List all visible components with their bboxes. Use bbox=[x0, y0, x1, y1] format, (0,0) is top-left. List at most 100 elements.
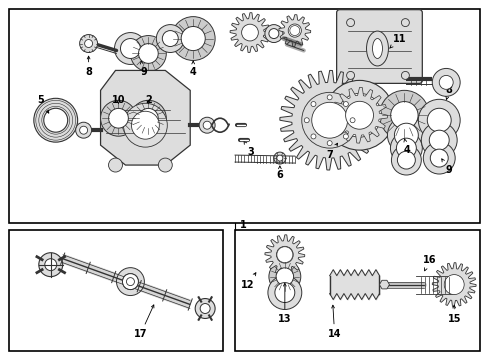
Circle shape bbox=[390, 102, 417, 129]
Text: 1: 1 bbox=[240, 220, 246, 230]
Circle shape bbox=[156, 24, 184, 53]
Text: 15: 15 bbox=[447, 305, 460, 324]
Circle shape bbox=[443, 275, 463, 294]
Circle shape bbox=[397, 151, 414, 169]
FancyBboxPatch shape bbox=[336, 10, 422, 84]
Circle shape bbox=[108, 108, 128, 128]
Circle shape bbox=[126, 278, 134, 285]
Circle shape bbox=[138, 108, 158, 128]
Circle shape bbox=[337, 93, 381, 137]
Polygon shape bbox=[331, 87, 386, 143]
Circle shape bbox=[181, 27, 205, 51]
Circle shape bbox=[123, 103, 167, 147]
Circle shape bbox=[343, 134, 347, 139]
Circle shape bbox=[304, 118, 308, 123]
Circle shape bbox=[39, 253, 62, 276]
Polygon shape bbox=[278, 15, 310, 46]
Circle shape bbox=[326, 95, 331, 100]
Bar bbox=[9, 9, 479, 223]
Circle shape bbox=[276, 268, 293, 285]
Text: 7: 7 bbox=[325, 143, 337, 160]
Circle shape bbox=[273, 152, 285, 164]
Text: 4: 4 bbox=[189, 61, 196, 77]
Circle shape bbox=[195, 298, 215, 319]
Circle shape bbox=[287, 24, 301, 37]
Circle shape bbox=[429, 149, 447, 167]
Circle shape bbox=[44, 108, 67, 132]
Circle shape bbox=[276, 247, 292, 263]
Circle shape bbox=[347, 103, 371, 127]
Circle shape bbox=[324, 80, 394, 150]
Ellipse shape bbox=[366, 31, 387, 66]
Polygon shape bbox=[279, 71, 379, 170]
Text: 16: 16 bbox=[422, 255, 435, 271]
Circle shape bbox=[122, 274, 138, 289]
Circle shape bbox=[171, 17, 215, 60]
Circle shape bbox=[158, 158, 172, 172]
Circle shape bbox=[349, 118, 354, 123]
Circle shape bbox=[120, 39, 140, 58]
Text: 12: 12 bbox=[241, 273, 255, 289]
Circle shape bbox=[401, 19, 408, 27]
Text: 3: 3 bbox=[244, 141, 254, 157]
Circle shape bbox=[289, 26, 299, 36]
Circle shape bbox=[390, 145, 421, 175]
Circle shape bbox=[310, 102, 315, 107]
Circle shape bbox=[122, 274, 138, 289]
Circle shape bbox=[130, 100, 166, 136]
Circle shape bbox=[276, 246, 293, 263]
Circle shape bbox=[417, 99, 459, 141]
Text: 10: 10 bbox=[112, 95, 125, 105]
Polygon shape bbox=[431, 263, 475, 306]
Circle shape bbox=[108, 158, 122, 172]
Circle shape bbox=[203, 121, 211, 129]
Polygon shape bbox=[264, 235, 304, 275]
Polygon shape bbox=[379, 280, 388, 289]
Circle shape bbox=[346, 19, 354, 27]
Circle shape bbox=[438, 75, 452, 89]
Text: 2: 2 bbox=[145, 95, 151, 105]
Circle shape bbox=[84, 40, 92, 48]
Circle shape bbox=[268, 261, 300, 293]
Text: 6: 6 bbox=[276, 166, 283, 180]
Circle shape bbox=[268, 28, 278, 39]
Ellipse shape bbox=[372, 39, 382, 58]
Circle shape bbox=[394, 123, 417, 147]
Circle shape bbox=[379, 90, 428, 140]
Circle shape bbox=[114, 32, 146, 64]
Text: 17: 17 bbox=[133, 305, 154, 339]
Circle shape bbox=[267, 276, 301, 310]
Circle shape bbox=[311, 102, 347, 138]
Text: 8: 8 bbox=[85, 56, 92, 77]
Circle shape bbox=[138, 44, 158, 63]
Circle shape bbox=[345, 101, 373, 129]
Circle shape bbox=[80, 35, 98, 53]
Polygon shape bbox=[101, 71, 190, 165]
Circle shape bbox=[130, 36, 166, 71]
Circle shape bbox=[343, 102, 347, 107]
Text: 5: 5 bbox=[38, 95, 49, 113]
Circle shape bbox=[423, 142, 454, 174]
Circle shape bbox=[116, 268, 144, 296]
Circle shape bbox=[301, 92, 357, 148]
Circle shape bbox=[306, 98, 352, 143]
Circle shape bbox=[45, 259, 57, 271]
Polygon shape bbox=[229, 13, 269, 53]
Circle shape bbox=[428, 130, 448, 150]
Circle shape bbox=[386, 116, 425, 154]
Circle shape bbox=[276, 155, 282, 161]
Circle shape bbox=[131, 111, 159, 139]
Circle shape bbox=[274, 283, 294, 302]
Circle shape bbox=[310, 134, 315, 139]
Text: 11: 11 bbox=[389, 33, 406, 48]
Circle shape bbox=[427, 108, 450, 132]
Circle shape bbox=[444, 275, 463, 294]
Circle shape bbox=[199, 117, 215, 133]
Circle shape bbox=[80, 126, 87, 134]
Circle shape bbox=[264, 24, 282, 42]
Circle shape bbox=[346, 71, 354, 80]
Text: 9: 9 bbox=[441, 159, 452, 175]
Text: 9: 9 bbox=[140, 61, 146, 77]
Circle shape bbox=[101, 100, 136, 136]
Circle shape bbox=[326, 141, 331, 146]
